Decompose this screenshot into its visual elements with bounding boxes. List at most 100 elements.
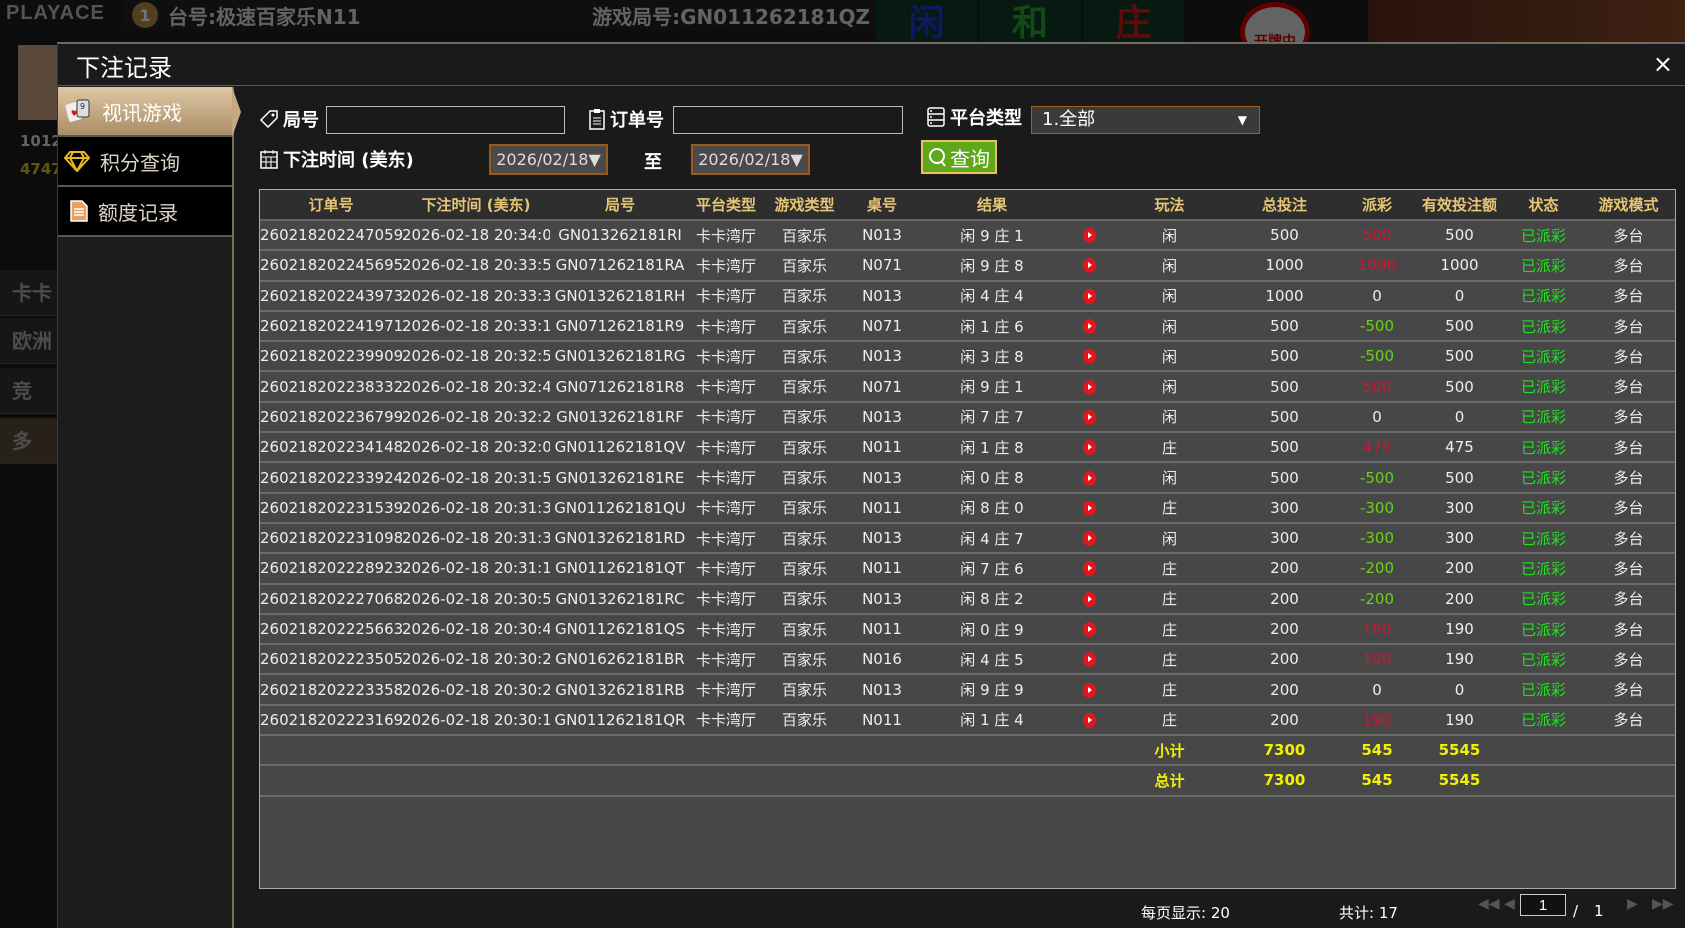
game-mode-cell: 多台 — [1580, 310, 1675, 343]
table-number-cell: N013 — [847, 220, 917, 252]
table-row: 260218202225663 2026-02-18 20:30:45 GN0112… — [260, 613, 1675, 646]
platform-type-select[interactable]: 1.全部 ▼ — [1031, 106, 1260, 134]
bet-time-cell: 2026-02-18 20:31:15 — [402, 553, 550, 585]
total-valid-bet: 5545 — [1412, 765, 1507, 797]
sidebar-item-credit-records[interactable]: 额度记录 — [58, 187, 232, 237]
replay-cell — [1067, 644, 1112, 676]
bet-option-cell: 闲 — [1112, 220, 1227, 252]
play-replay-icon[interactable] — [1083, 288, 1096, 304]
play-replay-icon[interactable] — [1083, 561, 1096, 577]
round-input[interactable] — [326, 106, 565, 134]
game-type-cell: 百家乐 — [762, 220, 847, 252]
page-number-input[interactable] — [1520, 894, 1566, 916]
platform-selected-value: 1.全部 — [1042, 109, 1096, 130]
game-type-cell: 百家乐 — [762, 613, 847, 646]
game-type-cell: 百家乐 — [762, 644, 847, 676]
table-row: 260218202247059 2026-02-18 20:34:02 GN0132… — [260, 220, 1675, 252]
play-replay-icon[interactable] — [1083, 258, 1096, 274]
empty-cell — [762, 735, 847, 767]
round-id-cell: GN071262181RA — [550, 250, 690, 282]
subtotal-row: 小计 7300 545 5545 — [260, 735, 1675, 767]
close-icon[interactable]: × — [1652, 50, 1673, 78]
bet-time-cell: 2026-02-18 20:30:22 — [402, 674, 550, 706]
game-mode-cell: 多台 — [1580, 492, 1675, 524]
game-type-cell: 百家乐 — [762, 674, 847, 706]
round-id-cell: GN013262181RE — [550, 462, 690, 494]
empty-cell — [1580, 765, 1675, 797]
play-replay-icon[interactable] — [1083, 500, 1096, 516]
table-number-cell: N011 — [847, 613, 917, 646]
play-replay-icon[interactable] — [1083, 712, 1096, 728]
platform-type-cell: 卡卡湾厅 — [690, 492, 762, 524]
status-cell: 已派彩 — [1507, 644, 1580, 676]
play-replay-icon[interactable] — [1083, 349, 1096, 365]
per-page-text: 每页显示: 20 — [1141, 904, 1230, 922]
result-cell: 闲 0 庄 9 — [917, 613, 1067, 646]
bet-time-cell: 2026-02-18 20:33:17 — [402, 310, 550, 343]
round-id-cell: GN013262181RB — [550, 674, 690, 706]
total-bet-cell: 500 — [1227, 432, 1342, 464]
order-number-cell: 260218202225663 — [260, 613, 402, 646]
play-replay-icon[interactable] — [1083, 409, 1096, 425]
last-page-icon[interactable]: ▶▶ — [1652, 896, 1674, 912]
empty-cell — [847, 735, 917, 767]
play-replay-icon[interactable] — [1083, 319, 1096, 335]
bet-option-cell: 闲 — [1112, 462, 1227, 494]
sidebar-item-label: 积分查询 — [100, 150, 180, 175]
total-bet-cell: 500 — [1227, 341, 1342, 373]
play-replay-icon[interactable] — [1083, 470, 1096, 486]
replay-cell — [1067, 432, 1112, 464]
table-number-cell: N013 — [847, 674, 917, 706]
payout-cell: 500 — [1342, 220, 1412, 252]
bet-player: 闲 — [876, 0, 980, 44]
status-cell: 已派彩 — [1507, 522, 1580, 555]
game-type-cell: 百家乐 — [762, 401, 847, 434]
payout-cell: -200 — [1342, 583, 1412, 615]
game-type-cell: 百家乐 — [762, 341, 847, 373]
order-number-cell: 260218202243973 — [260, 280, 402, 312]
valid-bet-cell: 0 — [1412, 280, 1507, 312]
play-replay-icon[interactable] — [1083, 682, 1096, 698]
game-type-cell: 百家乐 — [762, 432, 847, 464]
play-replay-icon[interactable] — [1083, 622, 1096, 637]
play-replay-icon[interactable] — [1083, 228, 1096, 244]
result-cell: 闲 4 庄 7 — [917, 522, 1067, 555]
play-replay-icon[interactable] — [1083, 591, 1096, 607]
platform-type-cell: 卡卡湾厅 — [690, 310, 762, 343]
bet-time-cell: 2026-02-18 20:32:01 — [402, 432, 550, 464]
query-button[interactable]: 查询 — [921, 140, 997, 174]
query-button-label: 查询 — [950, 146, 990, 171]
bg-menu-item: 多 — [0, 418, 57, 464]
sidebar-item-points-query[interactable]: 积分查询 — [58, 137, 232, 187]
status-cell: 已派彩 — [1507, 220, 1580, 252]
bet-time-cell: 2026-02-18 20:30:57 — [402, 583, 550, 615]
status-cell: 已派彩 — [1507, 280, 1580, 312]
table-row: 260218202245695 2026-02-18 20:33:50 GN0712… — [260, 250, 1675, 282]
payout-cell: 190 — [1342, 613, 1412, 646]
bet-option-cell: 庄 — [1112, 704, 1227, 737]
platform-type-cell: 卡卡湾厅 — [690, 522, 762, 555]
game-mode-cell: 多台 — [1580, 220, 1675, 252]
bg-menu-item: 竞 — [0, 368, 57, 414]
order-number-input[interactable] — [673, 106, 903, 134]
round-id-cell: GN013262181RD — [550, 522, 690, 555]
play-replay-icon[interactable] — [1083, 652, 1096, 668]
sidebar-item-live-games[interactable]: 9 视讯游戏 — [58, 87, 241, 137]
total-bet-cell: 200 — [1227, 583, 1342, 615]
round-id-cell: GN011262181QR — [550, 704, 690, 737]
prev-page-icon[interactable]: ◀ — [1504, 896, 1515, 912]
column-header: 局号 — [550, 190, 690, 221]
next-page-icon[interactable]: ▶ — [1627, 896, 1638, 912]
column-header: 玩法 — [1112, 190, 1227, 221]
play-replay-icon[interactable] — [1083, 531, 1096, 547]
game-mode-cell: 多台 — [1580, 371, 1675, 403]
valid-bet-cell: 300 — [1412, 492, 1507, 524]
date-from-picker[interactable]: 2026/02/18▼ — [489, 144, 608, 175]
time-filter-label: 下注时间 (美东) — [259, 146, 414, 172]
play-replay-icon[interactable] — [1083, 379, 1096, 395]
first-page-icon[interactable]: ◀◀ — [1478, 896, 1500, 912]
date-to-picker[interactable]: 2026/02/18▼ — [691, 144, 810, 175]
play-replay-icon[interactable] — [1083, 440, 1096, 456]
round-id-cell: GN071262181R8 — [550, 371, 690, 403]
platform-filter-label: 平台类型 — [926, 104, 1022, 130]
